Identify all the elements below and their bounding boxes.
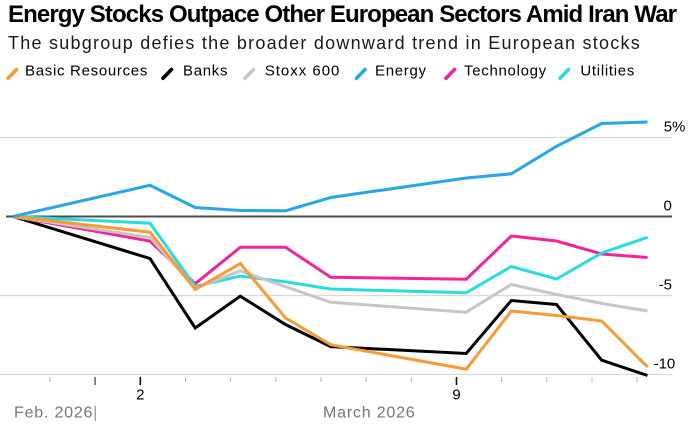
svg-text:Energy: Energy bbox=[375, 63, 427, 80]
svg-text:Stoxx 600: Stoxx 600 bbox=[265, 63, 341, 80]
svg-text:-5: -5 bbox=[659, 277, 672, 294]
svg-text:Feb. 2026|: Feb. 2026| bbox=[14, 405, 98, 422]
svg-text:0: 0 bbox=[664, 198, 672, 215]
svg-text:March 2026: March 2026 bbox=[323, 405, 416, 422]
svg-text:Basic Resources: Basic Resources bbox=[25, 63, 148, 80]
svg-text:-10: -10 bbox=[654, 356, 676, 373]
svg-text:9: 9 bbox=[452, 387, 460, 404]
svg-text:5%: 5% bbox=[664, 119, 686, 136]
svg-text:2: 2 bbox=[136, 387, 144, 404]
svg-text:Banks: Banks bbox=[183, 63, 228, 80]
svg-text:Technology: Technology bbox=[464, 63, 547, 80]
svg-text:Utilities: Utilities bbox=[580, 63, 635, 80]
